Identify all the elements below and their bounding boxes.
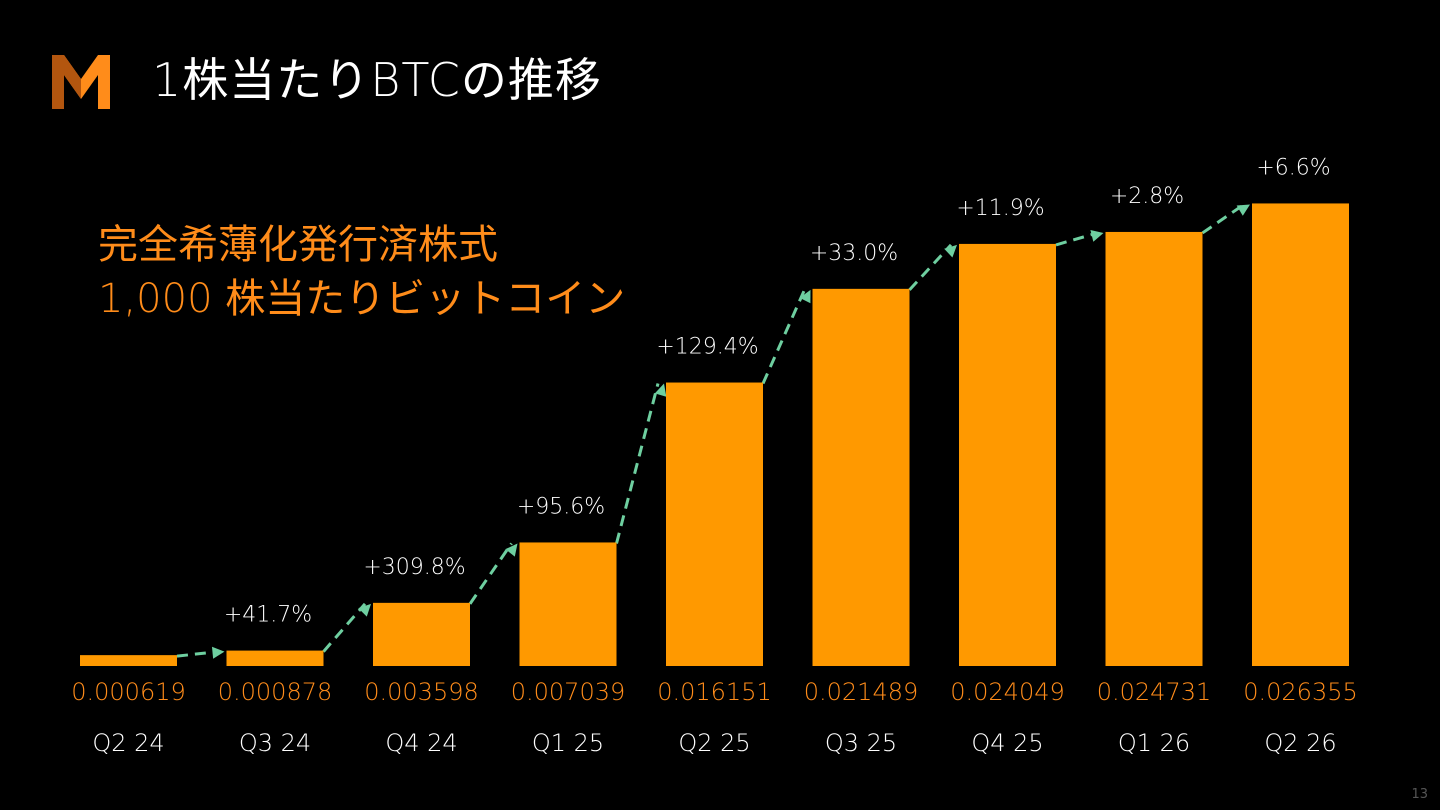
category-label-3: Q1 25 (532, 729, 604, 757)
category-label-2: Q4 24 (385, 729, 457, 757)
growth-arrow-head-4 (799, 289, 811, 304)
category-label-1: Q3 24 (239, 729, 311, 757)
growth-connector-0 (176, 650, 219, 658)
growth-arrow-head-0 (211, 646, 225, 659)
labels: 0.000619 Q2 24 0.000878 Q3 24 0.003598 Q4 24 0… (71, 155, 1358, 757)
bar-5 (812, 288, 910, 666)
value-label-4: 0.016151 (657, 678, 772, 706)
growth-arrow-head-3 (654, 383, 667, 397)
category-label-8: Q2 26 (1264, 729, 1336, 757)
growth-connector-4 (761, 289, 806, 385)
growth-label-6: +2.8% (1110, 184, 1184, 209)
value-label-1: 0.000878 (218, 678, 333, 706)
category-label-4: Q2 25 (678, 729, 750, 757)
bar-0 (80, 655, 177, 666)
value-label-6: 0.024049 (950, 678, 1065, 706)
page-number: 13 (1411, 787, 1428, 802)
growth-label-7: +6.6% (1256, 155, 1330, 180)
growth-connector-3 (615, 383, 660, 544)
growth-connector-2 (468, 542, 513, 605)
category-label-7: Q1 26 (1118, 729, 1190, 757)
value-label-0: 0.000619 (71, 678, 186, 706)
chart-subtitle: 完全希薄化発行済株式 1,000 株当たりビットコイン (98, 218, 625, 326)
value-label-2: 0.003598 (364, 678, 479, 706)
growth-arrow-head-2 (505, 543, 518, 557)
bar-6 (959, 243, 1056, 666)
growth-connector-5 (908, 243, 953, 291)
value-label-5: 0.021489 (804, 678, 919, 706)
bar-2 (373, 602, 470, 666)
value-label-3: 0.007039 (511, 678, 626, 706)
subtitle-line-1: 完全希薄化発行済株式 (98, 222, 498, 268)
growth-arrow-head-6 (1090, 230, 1104, 242)
growth-label-2: +95.6% (517, 494, 605, 519)
category-label-5: Q3 25 (825, 729, 897, 757)
growth-label-4: +33.0% (810, 241, 898, 266)
page-title: 1株当たりBTCの推移 (152, 53, 602, 107)
growth-connectors (176, 203, 1250, 659)
bar-7 (1105, 231, 1203, 666)
subtitle-line-2: 1,000 株当たりビットコイン (98, 276, 626, 322)
growth-arrow-head-7 (1236, 204, 1250, 216)
growth-connector-7 (1201, 203, 1245, 235)
value-label-8: 0.026355 (1243, 678, 1358, 706)
growth-arrow-head-5 (944, 244, 957, 258)
bar-1 (226, 650, 324, 666)
growth-connector-1 (322, 602, 367, 653)
growth-label-1: +309.8% (363, 555, 465, 580)
value-label-7: 0.024731 (1097, 678, 1212, 706)
growth-label-3: +129.4% (656, 335, 758, 360)
growth-connector-6 (1055, 231, 1098, 247)
m-logo-icon (52, 55, 110, 109)
bars (80, 203, 1349, 666)
bar-4 (666, 382, 763, 666)
bar-8 (1252, 203, 1349, 666)
growth-arrow-head-1 (358, 603, 371, 617)
bar-3 (519, 542, 617, 666)
growth-label-0: +41.7% (224, 603, 312, 628)
category-label-0: Q2 24 (92, 729, 164, 757)
growth-label-5: +11.9% (956, 196, 1044, 221)
category-label-6: Q4 25 (971, 729, 1043, 757)
